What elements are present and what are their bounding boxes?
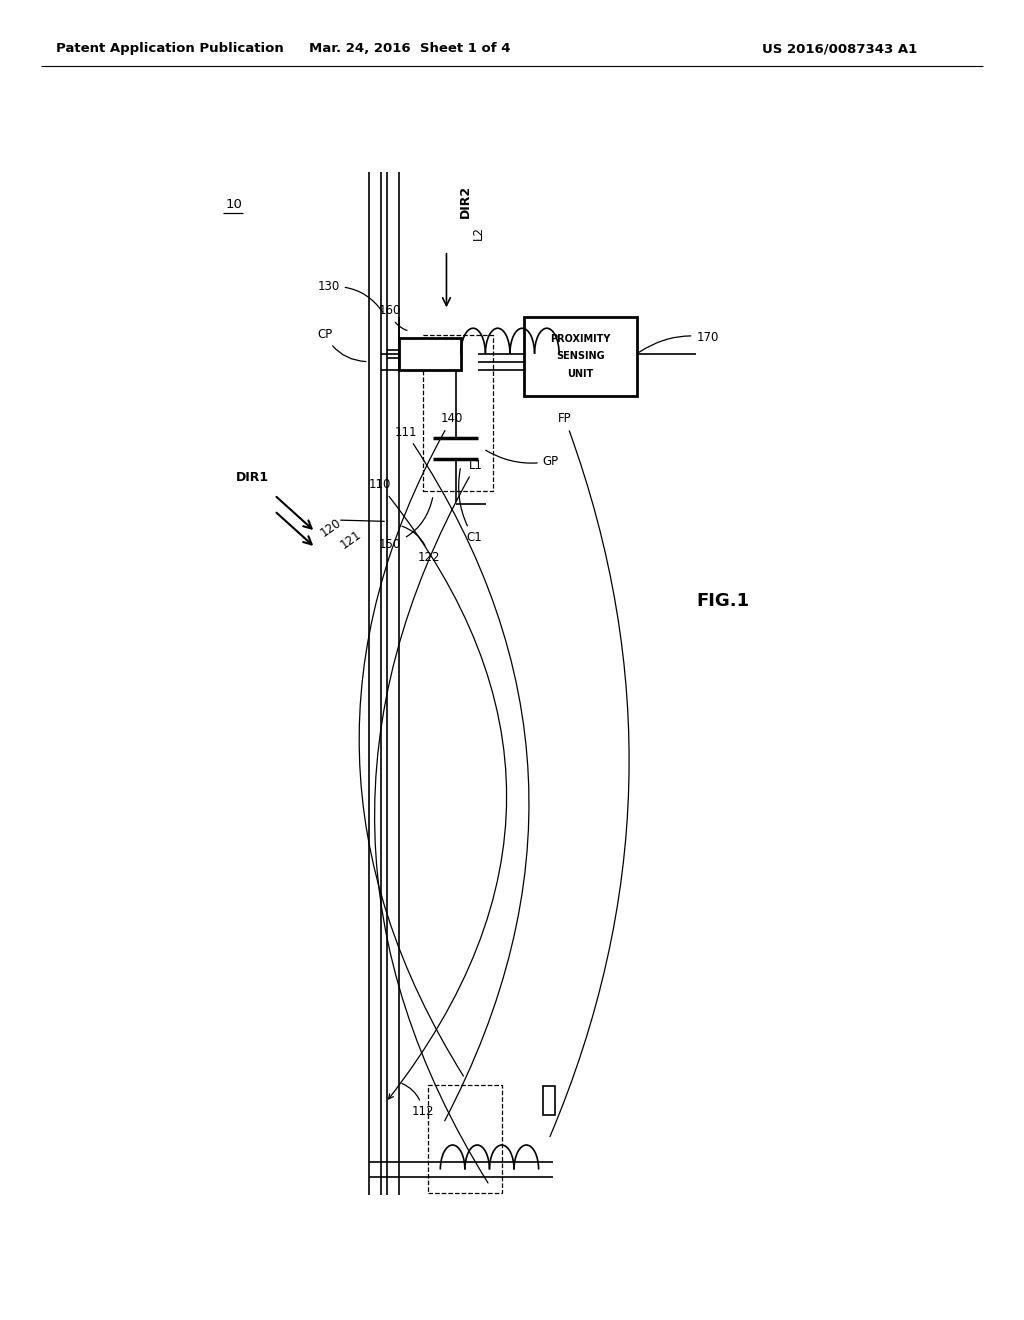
Text: US 2016/0087343 A1: US 2016/0087343 A1 [762, 42, 918, 55]
Text: 130: 130 [317, 280, 382, 312]
Text: Patent Application Publication: Patent Application Publication [56, 42, 284, 55]
Text: 122: 122 [402, 527, 440, 564]
Text: 110: 110 [369, 478, 507, 1100]
Bar [524, 317, 637, 396]
Text: Mar. 24, 2016  Sheet 1 of 4: Mar. 24, 2016 Sheet 1 of 4 [309, 42, 510, 55]
Text: 140: 140 [359, 412, 464, 1076]
Text: 112: 112 [402, 1084, 434, 1118]
Text: 150: 150 [379, 498, 432, 550]
Bar [423, 335, 493, 491]
Bar [543, 1086, 555, 1115]
Text: L1: L1 [375, 458, 488, 1183]
Text: L2: L2 [472, 226, 485, 240]
Bar [428, 1085, 502, 1193]
Text: 111: 111 [394, 425, 529, 1121]
Text: SENSING: SENSING [556, 351, 605, 362]
Text: GP: GP [485, 450, 559, 467]
Text: DIR1: DIR1 [237, 471, 269, 484]
Text: 170: 170 [639, 330, 719, 352]
Text: CP: CP [317, 327, 366, 362]
Text: 121: 121 [338, 528, 364, 552]
Bar [399, 338, 461, 370]
Text: FIG.1: FIG.1 [696, 591, 750, 610]
Text: C1: C1 [459, 469, 481, 544]
Text: 120: 120 [317, 516, 343, 540]
Text: DIR2: DIR2 [459, 185, 472, 218]
Text: UNIT: UNIT [567, 368, 594, 379]
Text: PROXIMITY: PROXIMITY [551, 334, 610, 345]
Text: FP: FP [550, 412, 629, 1137]
Text: 160: 160 [379, 304, 407, 330]
Text: 10: 10 [225, 198, 242, 211]
